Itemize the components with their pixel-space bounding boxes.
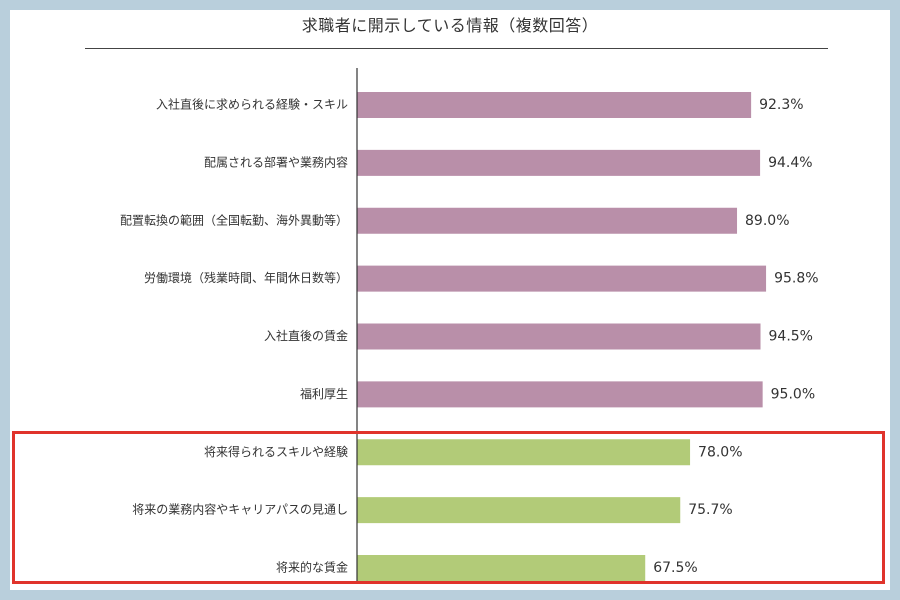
value-label: 94.4% <box>768 155 812 171</box>
category-label: 入社直後に求められる経験・スキル <box>156 97 348 112</box>
bar <box>357 92 752 118</box>
highlight-box <box>12 431 885 584</box>
bar <box>357 149 761 176</box>
value-label: 67.5% <box>653 560 697 576</box>
value-label: 92.3% <box>759 97 803 113</box>
chart-title: 求職者に開示している情報（複数回答） <box>301 16 599 35</box>
category-label: 将来の業務内容やキャリアパスの見通し <box>132 502 348 517</box>
value-label: 78.0% <box>698 444 742 460</box>
category-label: 配属される部署や業務内容 <box>204 154 348 169</box>
bar <box>357 265 767 292</box>
value-label: 89.0% <box>745 213 789 229</box>
category-label: 配置転換の範囲（全国転勤、海外異動等） <box>120 212 348 227</box>
bar <box>357 439 691 466</box>
bar <box>357 207 738 234</box>
category-label: 福利厚生 <box>300 386 348 401</box>
value-label: 95.0% <box>771 386 815 402</box>
value-label: 95.8% <box>774 271 818 287</box>
value-label: 75.7% <box>688 502 732 518</box>
category-label: 労働環境（残業時間、年間休日数等） <box>144 270 348 285</box>
value-label: 94.5% <box>769 329 813 345</box>
bar <box>357 323 761 350</box>
category-label: 将来的な賃金 <box>276 560 348 575</box>
category-label: 将来得られるスキルや経験 <box>204 444 348 459</box>
bar <box>357 381 763 408</box>
title-underline <box>85 48 828 49</box>
bar <box>357 497 681 524</box>
category-label: 入社直後の賃金 <box>264 328 348 343</box>
bar <box>357 555 646 581</box>
